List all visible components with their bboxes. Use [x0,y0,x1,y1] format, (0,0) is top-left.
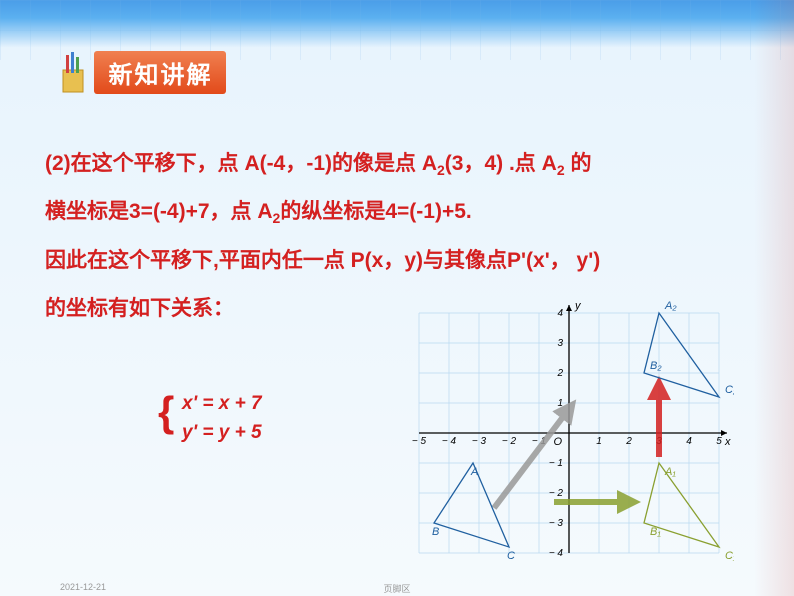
text-fragment: (2)在这个平移下，点 A(-4，-1)的像是点 A [45,152,437,175]
svg-text:B: B [432,526,439,538]
subscript: 2 [437,162,445,178]
svg-text:− 2: − 2 [502,436,517,447]
content-line-1: (2)在这个平移下，点 A(-4，-1)的像是点 A2(3，4) .点 A2 的 [45,140,734,188]
equation-line-1: x' = x + 7 [182,390,262,419]
svg-text:− 4: − 4 [549,548,564,559]
svg-text:− 2: − 2 [549,488,564,499]
svg-text:C: C [507,550,515,562]
svg-text:O: O [553,436,562,448]
svg-text:A₁: A₁ [664,466,676,478]
badge-label: 新知讲解 [94,51,226,94]
svg-text:B₁: B₁ [650,526,661,538]
svg-text:4: 4 [686,436,692,447]
svg-text:− 4: − 4 [442,436,457,447]
svg-text:x: x [724,436,731,448]
svg-text:− 3: − 3 [549,518,564,529]
coordinate-graph: − 5− 4− 3− 2− 112345− 4− 3− 2− 11234OxyA… [404,298,734,568]
footer-date: 2021-12-21 [60,582,106,592]
graph-svg: − 5− 4− 3− 2− 112345− 4− 3− 2− 11234OxyA… [404,298,734,568]
equation-system: { x' = x + 7 y' = y + 5 [170,390,262,447]
svg-text:− 1: − 1 [549,458,563,469]
svg-text:− 3: − 3 [472,436,487,447]
svg-text:4: 4 [557,308,563,319]
svg-text:C₂: C₂ [725,384,734,396]
content-line-2: 横坐标是3=(-4)+7，点 A2的纵坐标是4=(-1)+5. [45,188,734,236]
subscript: 2 [557,162,565,178]
svg-text:C₁: C₁ [725,550,734,562]
footer-mid: 页脚区 [383,582,410,595]
pencil-cup-icon [55,50,90,95]
footer: 2021-12-21 页脚区 [60,582,734,592]
equation-line-2: y' = y + 5 [182,419,262,448]
brace-icon: { [158,388,174,436]
svg-text:2: 2 [625,436,632,447]
content-line-3: 因此在这个平移下,平面内任一点 P(x，y)与其像点P'(x'， y') [45,237,734,285]
right-decor [754,0,794,596]
svg-text:A: A [470,466,478,478]
text-fragment: 横坐标是3=(-4)+7，点 A [45,200,273,223]
svg-text:B₂: B₂ [650,360,662,372]
svg-text:2: 2 [556,368,563,379]
svg-text:1: 1 [557,398,563,409]
svg-text:− 5: − 5 [412,436,427,447]
text-fragment: (3，4) .点 A [445,152,557,175]
svg-text:A₂: A₂ [664,300,677,312]
svg-text:1: 1 [596,436,602,447]
section-badge: 新知讲解 [55,50,226,95]
text-fragment: 的 [565,152,592,175]
svg-text:5: 5 [716,436,722,447]
svg-text:y: y [574,300,582,312]
svg-text:3: 3 [557,338,563,349]
text-fragment: 的纵坐标是4=(-1)+5. [280,200,471,223]
